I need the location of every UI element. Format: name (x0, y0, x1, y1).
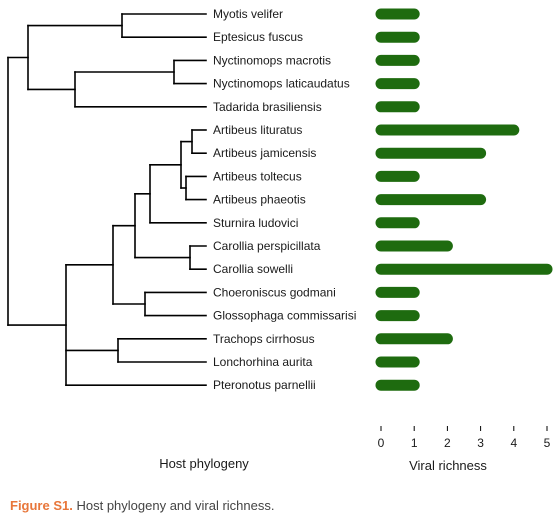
x-tick-label: 1 (411, 436, 418, 450)
species-label: Pteronotus parnellii (213, 378, 316, 392)
x-tick-label: 5 (544, 436, 551, 450)
caption-label: Figure S1. (10, 498, 73, 513)
species-label: Glossophaga commissarisi (213, 309, 356, 323)
x-tick-label: 3 (477, 436, 484, 450)
species-label: Artibeus toltecus (213, 169, 302, 183)
x-axis-ticks: 0 1 2 3 4 5 (378, 426, 551, 450)
species-label: Nyctinomops laticaudatus (213, 77, 350, 91)
species-label: Artibeus jamicensis (213, 146, 316, 160)
species-label: Artibeus lituratus (213, 123, 302, 137)
x-tick-label: 2 (444, 436, 451, 450)
species-label: Artibeus phaeotis (213, 193, 306, 207)
caption-text: Host phylogeny and viral richness. (72, 498, 275, 513)
species-label: Carollia sowelli (213, 262, 293, 276)
species-label: Tadarida brasiliensis (213, 100, 322, 114)
tree-axis-label: Host phylogeny (159, 456, 249, 471)
x-tick-label: 0 (378, 436, 385, 450)
species-label: Nyctinomops macrotis (213, 53, 331, 67)
species-label: Choeroniscus godmani (213, 285, 336, 299)
species-label: Sturnira ludovici (213, 216, 298, 230)
species-label: Myotis velifer (213, 7, 283, 21)
figure-caption: Figure S1. Host phylogeny and viral rich… (10, 498, 274, 513)
species-label: Lonchorhina aurita (213, 355, 313, 369)
species-label: Carollia perspicillata (213, 239, 321, 253)
species-labels: Myotis velifer Eptesicus fuscus Nyctinomop… (213, 7, 356, 392)
phylogenetic-tree (7, 13, 207, 387)
species-label: Eptesicus fuscus (213, 30, 303, 44)
species-label: Trachops cirrhosus (213, 332, 315, 346)
viral-richness-bars (375, 8, 553, 391)
x-axis-label: Viral richness (409, 458, 487, 473)
x-tick-label: 4 (510, 436, 517, 450)
